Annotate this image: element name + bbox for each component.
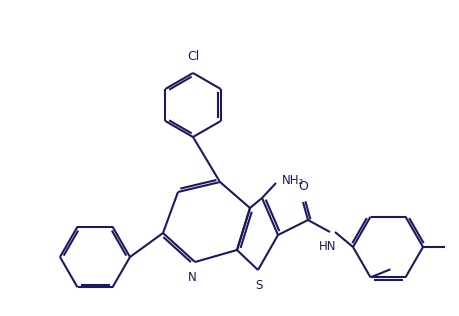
Text: Cl: Cl xyxy=(187,50,199,63)
Text: S: S xyxy=(255,279,263,292)
Text: N: N xyxy=(188,271,196,284)
Text: NH₂: NH₂ xyxy=(282,173,304,186)
Text: O: O xyxy=(298,180,308,193)
Text: HN: HN xyxy=(319,240,337,253)
